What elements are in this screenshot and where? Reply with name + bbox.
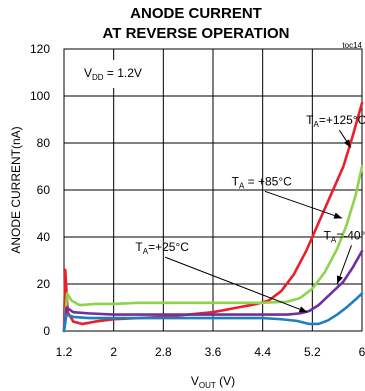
y-tick-label: 100 (30, 89, 50, 103)
series-line-2 (62, 249, 364, 333)
x-tick-label: 2 (110, 345, 117, 359)
x-tick-label: 3.6 (205, 345, 222, 359)
annotations-group: TA=+125°C TA = +85°C TA=-40°C TA=+25°C (135, 113, 365, 313)
annotation-arrowhead-0 (343, 139, 351, 148)
condition-label-background (78, 60, 148, 88)
x-axis-label: VOUT (V) (191, 374, 235, 390)
annotation-arrowhead-1 (333, 212, 343, 219)
annotation-arrowhead-2 (336, 275, 343, 284)
y-tick-label: 120 (30, 42, 50, 56)
series-annotation-3: TA=+25°C (135, 240, 189, 256)
chart-title-line2: AT REVERSE OPERATION (103, 25, 290, 42)
series-line-3 (62, 292, 364, 333)
x-tick-label: 5.2 (304, 345, 321, 359)
condition-label: VDD = 1.2V (84, 66, 142, 82)
y-tick-label: 80 (37, 136, 51, 150)
chart-title-line1: ANODE CURRENT (130, 5, 262, 22)
toc-label: toc14 (342, 41, 362, 50)
x-tick-label: 2.8 (155, 345, 172, 359)
series-annotation-2: TA=-40°C (324, 228, 365, 244)
y-axis-label: ANODE CURRENT(nA) (9, 126, 23, 253)
series-annotation-0: TA=+125°C (306, 113, 365, 129)
series-group (62, 101, 364, 333)
x-tick-label: 1.2 (56, 345, 73, 359)
x-tick-label: 6 (359, 345, 365, 359)
y-tick-label: 40 (37, 230, 51, 244)
annotation-leader-1 (264, 190, 343, 219)
y-tick-label: 60 (37, 183, 51, 197)
series-line-1 (62, 165, 364, 333)
y-tick-label: 20 (37, 277, 51, 291)
annotation-leader-3 (164, 256, 308, 313)
series-annotation-1: TA = +85°C (232, 174, 293, 190)
series-line-0 (62, 101, 364, 333)
annotation-arrowhead-3 (298, 306, 308, 313)
y-tick-label: 0 (43, 324, 50, 338)
x-tick-label: 4.4 (254, 345, 271, 359)
grid-group (64, 49, 362, 331)
